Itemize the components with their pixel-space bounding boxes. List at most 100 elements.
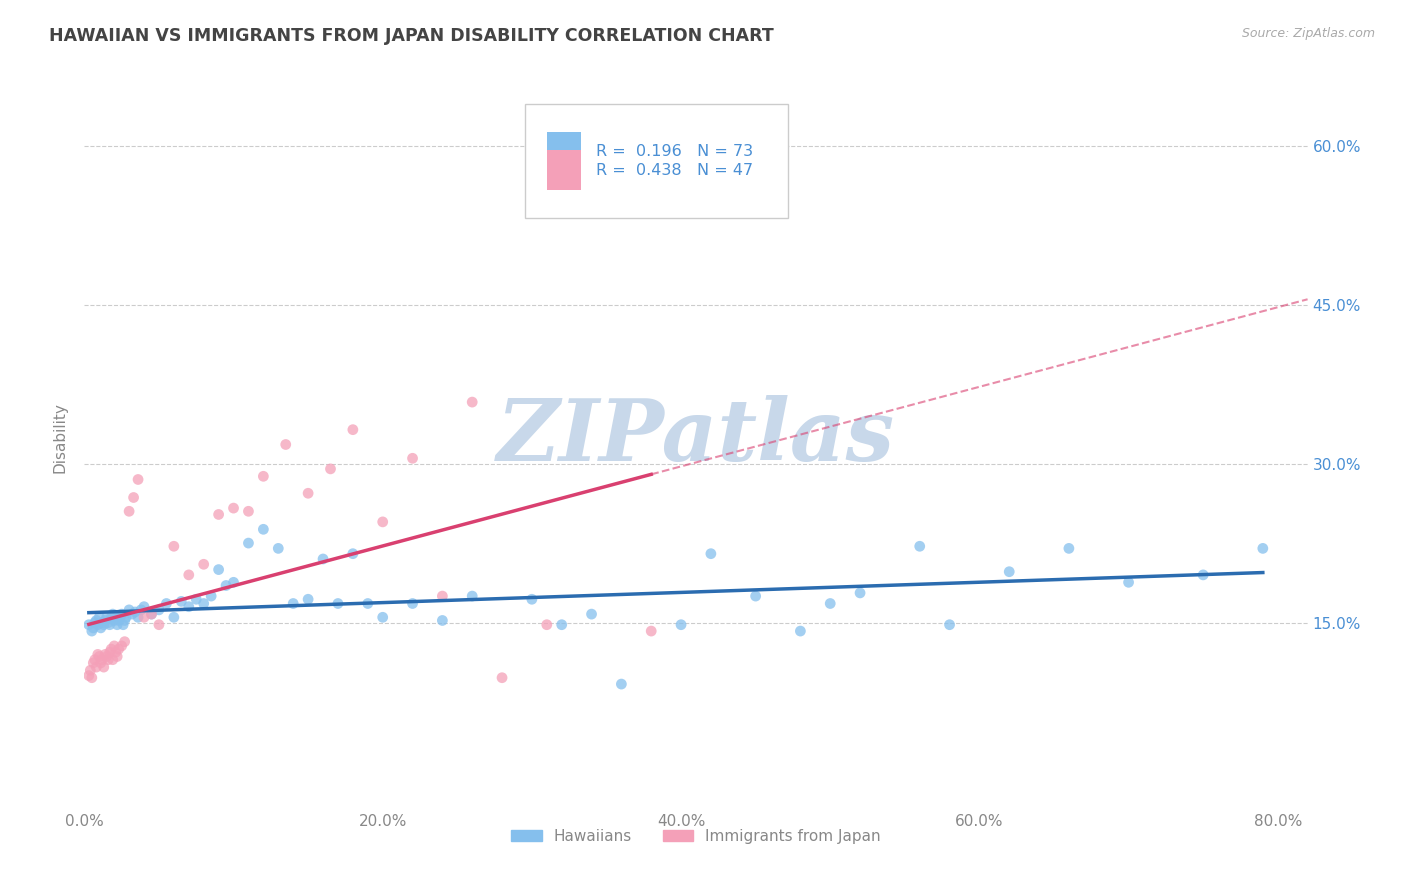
Point	[97, 653, 120, 667]
Point	[326, 597, 349, 611]
Point	[84, 614, 107, 628]
Point	[640, 624, 662, 638]
Point	[118, 603, 141, 617]
Point	[461, 589, 484, 603]
Point	[89, 649, 111, 664]
Text: R =  0.196   N = 73: R = 0.196 N = 73	[596, 145, 752, 160]
Point	[432, 614, 454, 628]
Point	[297, 486, 319, 500]
Point	[401, 451, 423, 466]
Point	[82, 621, 104, 635]
Point	[114, 614, 136, 628]
Point	[818, 597, 841, 611]
Point	[118, 504, 141, 518]
Point	[94, 614, 117, 628]
Point	[127, 473, 149, 487]
Point	[132, 599, 155, 614]
Point	[114, 634, 136, 648]
Point	[170, 594, 193, 608]
Text: HAWAIIAN VS IMMIGRANTS FROM JAPAN DISABILITY CORRELATION CHART: HAWAIIAN VS IMMIGRANTS FROM JAPAN DISABI…	[49, 27, 773, 45]
Point	[103, 639, 125, 653]
Point	[371, 610, 394, 624]
Text: R =  0.438   N = 47: R = 0.438 N = 47	[596, 162, 752, 178]
Point	[98, 645, 121, 659]
Point	[536, 617, 558, 632]
Point	[207, 563, 229, 577]
Point	[83, 653, 105, 667]
Point	[112, 617, 135, 632]
Point	[141, 607, 163, 621]
Point	[104, 645, 127, 659]
Point	[105, 617, 128, 632]
Point	[141, 607, 163, 621]
Bar	[547, 150, 581, 190]
Point	[222, 501, 245, 516]
Point	[1192, 567, 1215, 582]
Point	[998, 565, 1021, 579]
Point	[77, 668, 100, 682]
Point	[111, 607, 134, 621]
Point	[93, 617, 115, 632]
Point	[96, 649, 118, 664]
Point	[93, 660, 115, 674]
Point	[163, 610, 186, 624]
Point	[1057, 541, 1080, 556]
Point	[90, 621, 112, 635]
Point	[669, 617, 692, 632]
Point	[319, 462, 342, 476]
Point	[148, 617, 170, 632]
Point	[80, 624, 103, 638]
Point	[97, 615, 120, 630]
Point	[252, 522, 274, 536]
Point	[100, 642, 122, 657]
Point	[91, 653, 114, 667]
Point	[105, 649, 128, 664]
Point	[87, 617, 110, 632]
Point	[124, 605, 146, 619]
Point	[79, 663, 101, 677]
Point	[938, 617, 960, 632]
Point	[82, 656, 104, 670]
Point	[77, 617, 100, 632]
Point	[101, 607, 124, 621]
Point	[155, 597, 177, 611]
Point	[432, 589, 454, 603]
Point	[297, 592, 319, 607]
Point	[121, 607, 143, 621]
Point	[84, 660, 107, 674]
Point	[94, 648, 117, 662]
Point	[90, 656, 112, 670]
Text: Source: ZipAtlas.com: Source: ZipAtlas.com	[1241, 27, 1375, 40]
Point	[238, 504, 260, 518]
Point	[1118, 575, 1140, 590]
Point	[132, 610, 155, 624]
Point	[207, 508, 229, 522]
FancyBboxPatch shape	[524, 104, 787, 218]
Bar	[547, 132, 581, 172]
Point	[908, 539, 931, 553]
Point	[100, 610, 122, 624]
Point	[177, 567, 200, 582]
Point	[98, 617, 121, 632]
Point	[163, 539, 186, 553]
Point	[89, 610, 111, 624]
Point	[91, 615, 114, 630]
Point	[129, 603, 152, 617]
Point	[849, 586, 872, 600]
Point	[371, 515, 394, 529]
Point	[283, 597, 305, 611]
Point	[461, 395, 484, 409]
Point	[700, 547, 723, 561]
Point	[267, 541, 290, 556]
Point	[252, 469, 274, 483]
Point	[87, 648, 110, 662]
Point	[520, 592, 543, 607]
Point	[148, 603, 170, 617]
Text: ZIPatlas: ZIPatlas	[496, 395, 896, 479]
Point	[115, 610, 138, 624]
Point	[274, 437, 297, 451]
Point	[83, 615, 105, 630]
Point	[186, 592, 208, 607]
Point	[122, 491, 145, 505]
Point	[193, 597, 215, 611]
